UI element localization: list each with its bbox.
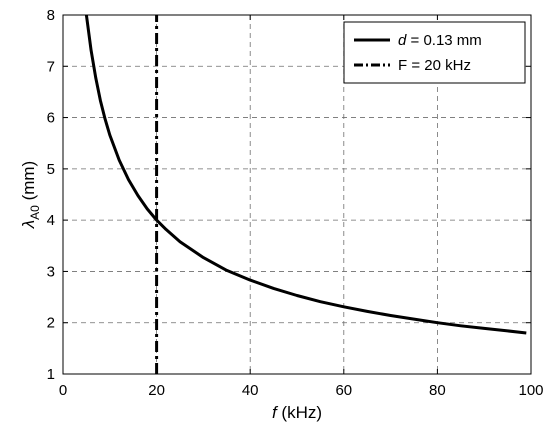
plot-frame (62, 14, 532, 375)
y-tick-label: 8 (47, 7, 55, 24)
y-axis-label-unit: (mm) (19, 161, 38, 205)
x-tick-label: 0 (59, 382, 67, 399)
legend-entry-curve: d = 0.13 mm (398, 32, 482, 49)
legend-entry-frequency: F = 20 kHz (398, 57, 471, 74)
series-line-curve (84, 14, 527, 335)
x-axis-label-italic: f (272, 403, 279, 422)
y-tick-label: 3 (47, 263, 55, 280)
x-axis-label: f (kHz) (272, 403, 322, 422)
x-axis-label-unit: (kHz) (277, 403, 322, 422)
ticks: 0 20 40 60 80 100 1 2 3 4 5 6 7 8 (47, 7, 544, 399)
legend-entry-curve-italic: d (398, 32, 407, 49)
x-tick-label: 60 (335, 382, 352, 399)
y-tick-label: 5 (47, 161, 55, 178)
legend: d = 0.13 mm F = 20 kHz (343, 21, 526, 84)
y-tick-label: 2 (47, 315, 55, 332)
series-group (84, 14, 527, 374)
y-tick-label: 4 (47, 212, 55, 229)
y-axis-label: λA0 (mm) (19, 161, 42, 229)
legend-entry-curve-rest: = 0.13 mm (406, 32, 481, 49)
x-tick-label: 100 (518, 382, 543, 399)
x-tick-label: 80 (429, 382, 446, 399)
x-tick-label: 40 (242, 382, 259, 399)
x-tick-label: 20 (148, 382, 165, 399)
y-axis-label-symbol: λ (19, 220, 38, 229)
y-tick-label: 6 (47, 110, 55, 127)
y-tick-label: 1 (47, 366, 55, 383)
y-axis-label-subscript: A0 (28, 205, 42, 220)
legend-box (343, 21, 526, 84)
y-tick-label: 7 (47, 58, 55, 75)
